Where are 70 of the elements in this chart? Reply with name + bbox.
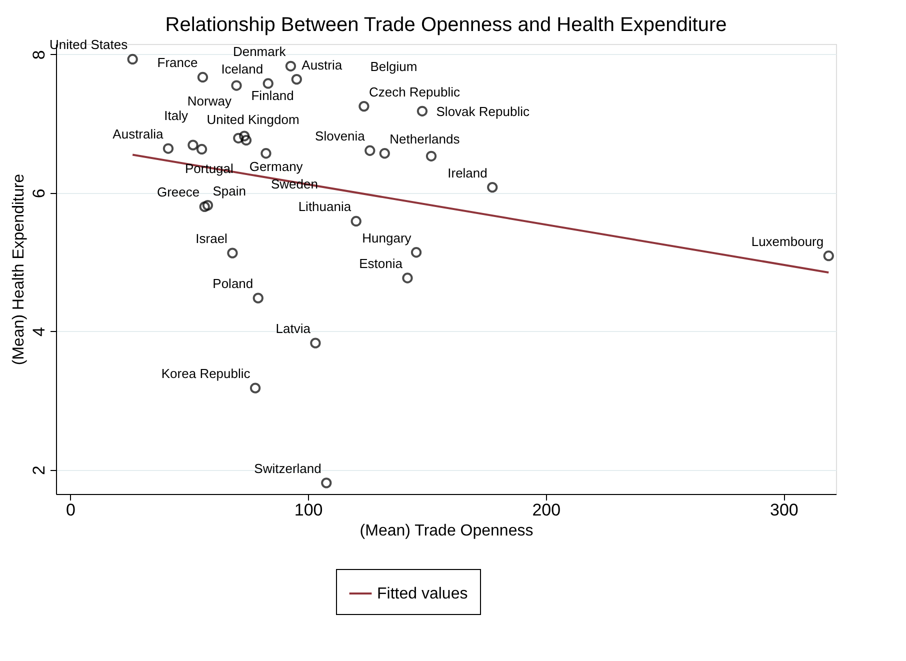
point <box>321 478 332 488</box>
point <box>162 143 174 154</box>
point <box>410 247 422 258</box>
point <box>202 200 214 211</box>
annotation: Korea Republic <box>161 366 251 382</box>
annotation: Denmark <box>232 44 286 60</box>
legend-label: Fitted values <box>377 586 468 602</box>
point <box>291 74 302 85</box>
y-tick-label: 6 <box>30 188 48 198</box>
annotation: Luxembourg <box>751 234 824 249</box>
annotation: Italy <box>164 108 188 124</box>
annotation: Latvia <box>276 321 312 336</box>
point <box>231 80 242 91</box>
point <box>379 148 390 159</box>
annotation: Czech Republic <box>368 84 460 100</box>
annotation: Hungary <box>362 230 412 246</box>
point <box>402 272 413 284</box>
y-tick-label: 4 <box>30 327 48 337</box>
point <box>426 150 437 162</box>
point <box>196 144 208 155</box>
annotation: Greece <box>156 184 200 200</box>
annotation: Estonia <box>359 256 404 271</box>
point <box>252 292 264 304</box>
annotation: Slovak Republic <box>436 104 530 120</box>
annotation: France <box>157 55 198 70</box>
annotation: Netherlands <box>390 131 460 146</box>
annotation: Slovenia <box>315 128 366 144</box>
point <box>823 250 834 262</box>
annotation: Ireland <box>448 165 488 180</box>
annotation: Israel <box>196 231 228 246</box>
annotation: Switzerland <box>254 460 322 476</box>
point <box>416 106 428 116</box>
annotation: Spain <box>212 183 246 198</box>
annotation: Lithuania <box>298 199 352 214</box>
annotation: Poland <box>212 276 254 292</box>
y-tick-label: 2 <box>30 466 48 476</box>
x-tick-label: 200 <box>532 500 561 520</box>
point <box>364 145 376 156</box>
point <box>310 338 321 348</box>
point <box>260 148 272 159</box>
point <box>188 140 198 150</box>
annotation: United Kingdom <box>206 112 300 128</box>
annotation: Austria <box>302 57 343 72</box>
point <box>227 248 238 258</box>
point <box>197 72 208 83</box>
annotation: Finland <box>251 88 294 104</box>
x-tick-label: 300 <box>770 500 798 520</box>
point <box>233 132 244 144</box>
annotation: Belgium <box>370 59 418 74</box>
y-axis-title: (Mean) Health Expenditure <box>10 174 28 366</box>
point <box>262 78 274 89</box>
point <box>199 201 210 212</box>
point <box>240 134 252 146</box>
x-tick-label: 0 <box>66 500 76 520</box>
annotation: Iceland <box>221 61 264 76</box>
point <box>358 100 370 112</box>
x-tick-label: 100 <box>294 500 323 520</box>
annotation: Australia <box>112 126 164 142</box>
point <box>487 182 498 193</box>
annotation: Germany <box>249 159 304 174</box>
point <box>250 382 261 394</box>
x-axis-title: (Mean) Trade Openness <box>360 522 534 540</box>
annotation: United States <box>50 37 128 52</box>
point <box>239 130 250 142</box>
annotation: Norway <box>187 94 232 109</box>
point <box>350 216 362 227</box>
y-tick-label: 8 <box>30 50 48 60</box>
point <box>285 60 296 72</box>
point <box>127 54 138 65</box>
chart-title: Relationship Between Trade Openness and Health Expenditure <box>165 14 727 36</box>
